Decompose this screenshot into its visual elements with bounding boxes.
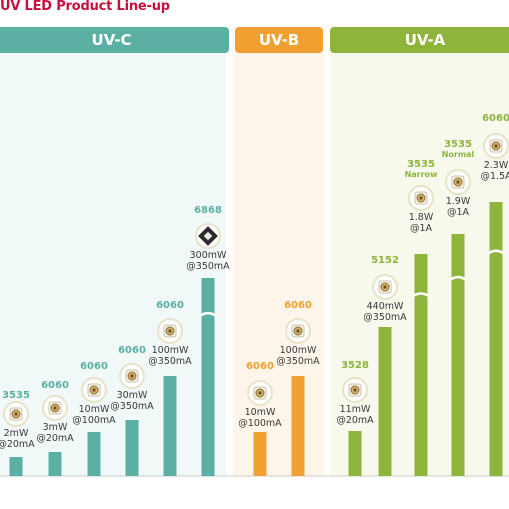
current-label-5: @350mA xyxy=(148,356,192,367)
package-label-1: 3535 xyxy=(2,390,30,401)
bar-5 xyxy=(163,376,177,476)
package-subtitle-12: Normal xyxy=(442,150,475,159)
power-label-13: 2.3W xyxy=(484,160,509,171)
axis-break-mark-13 xyxy=(487,249,505,255)
package-subtitle-11: Narrow xyxy=(405,170,438,179)
package-label-4: 6060 xyxy=(118,345,146,356)
current-label-11: @1A xyxy=(410,223,433,234)
current-label-2: @20mA xyxy=(36,433,74,444)
led-package-icon-7 xyxy=(247,380,273,406)
package-label-10: 5152 xyxy=(371,255,399,266)
package-label-13: 6060 xyxy=(482,113,509,124)
led-package-icon-10 xyxy=(372,274,398,300)
power-label-9: 11mW xyxy=(340,404,371,415)
icon-die xyxy=(296,329,300,333)
led-package-icon-8 xyxy=(285,318,311,344)
bar-10 xyxy=(378,327,392,476)
package-label-3: 6060 xyxy=(80,361,108,372)
package-label-2: 6060 xyxy=(41,380,69,391)
led-package-icon-1 xyxy=(3,401,29,427)
icon-die xyxy=(456,180,460,184)
icon-die xyxy=(419,196,423,200)
icon-die xyxy=(494,144,498,148)
axis-break-mark-11 xyxy=(412,292,430,298)
led-package-icon-3 xyxy=(81,377,107,403)
package-label-11: 3535 xyxy=(407,159,435,170)
led-package-icon-5 xyxy=(157,318,183,344)
power-label-11: 1.8W xyxy=(409,212,434,223)
bar-11 xyxy=(414,254,428,476)
bar-1 xyxy=(9,457,23,476)
bar-13 xyxy=(489,202,503,476)
uvb-background xyxy=(233,53,324,477)
bar-7 xyxy=(253,432,267,476)
package-label-12: 3535 xyxy=(444,139,472,150)
led-package-icon-11 xyxy=(408,185,434,211)
led-package-icon-13 xyxy=(483,133,509,159)
current-label-4: @350mA xyxy=(110,401,154,412)
current-label-9: @20mA xyxy=(336,415,374,426)
package-label-6: 6868 xyxy=(194,205,222,216)
icon-die xyxy=(168,329,172,333)
current-label-10: @350mA xyxy=(363,312,407,323)
icon-die xyxy=(258,391,262,395)
icon-die xyxy=(353,388,357,392)
power-label-8: 100mW xyxy=(280,345,317,356)
led-package-icon-12 xyxy=(445,169,471,195)
package-label-7: 6060 xyxy=(246,361,274,372)
power-label-7: 10mW xyxy=(245,407,276,418)
led-package-icon-2 xyxy=(42,395,68,421)
multi-chip-led-icon-6 xyxy=(195,223,221,249)
uvb-header: UV-B xyxy=(235,27,323,53)
power-label-2: 3mW xyxy=(43,422,68,433)
bar-6 xyxy=(201,278,215,476)
bar-12 xyxy=(451,234,465,476)
package-label-5: 6060 xyxy=(156,300,184,311)
power-label-5: 100mW xyxy=(152,345,189,356)
led-package-icon-9 xyxy=(342,377,368,403)
power-label-10: 440mW xyxy=(367,301,404,312)
power-label-1: 2mW xyxy=(4,428,29,439)
uvc-header: UV-C xyxy=(0,27,229,53)
icon-die xyxy=(130,374,134,378)
current-label-3: @100mA xyxy=(72,415,116,426)
current-label-12: @1A xyxy=(447,207,470,218)
current-label-7: @100mA xyxy=(238,418,282,429)
current-label-8: @350mA xyxy=(276,356,320,367)
power-label-4: 30mW xyxy=(117,390,148,401)
power-label-3: 10mW xyxy=(79,404,110,415)
uvc-background xyxy=(0,53,226,477)
current-label-6: @350mA xyxy=(186,261,230,272)
current-label-1: @20mA xyxy=(0,439,35,450)
page-title: UV LED Product Line-up xyxy=(0,0,170,14)
bar-9 xyxy=(348,431,362,476)
icon-die xyxy=(92,388,96,392)
axis-break-mark-6 xyxy=(199,311,217,317)
package-label-9: 3528 xyxy=(341,360,369,371)
power-label-6: 300mW xyxy=(190,250,227,261)
package-label-8: 6060 xyxy=(284,300,312,311)
icon-die xyxy=(383,285,387,289)
current-label-13: @1.5A xyxy=(480,171,509,182)
icon-die xyxy=(53,406,57,410)
uva-header: UV-A xyxy=(330,27,509,53)
icon-die xyxy=(14,412,18,416)
led-package-icon-4 xyxy=(119,363,145,389)
power-label-12: 1.9W xyxy=(446,196,471,207)
bar-8 xyxy=(291,376,305,476)
bar-3 xyxy=(87,432,101,476)
axis-break-mark-12 xyxy=(449,275,467,281)
bar-4 xyxy=(125,420,139,476)
bar-2 xyxy=(48,452,62,476)
